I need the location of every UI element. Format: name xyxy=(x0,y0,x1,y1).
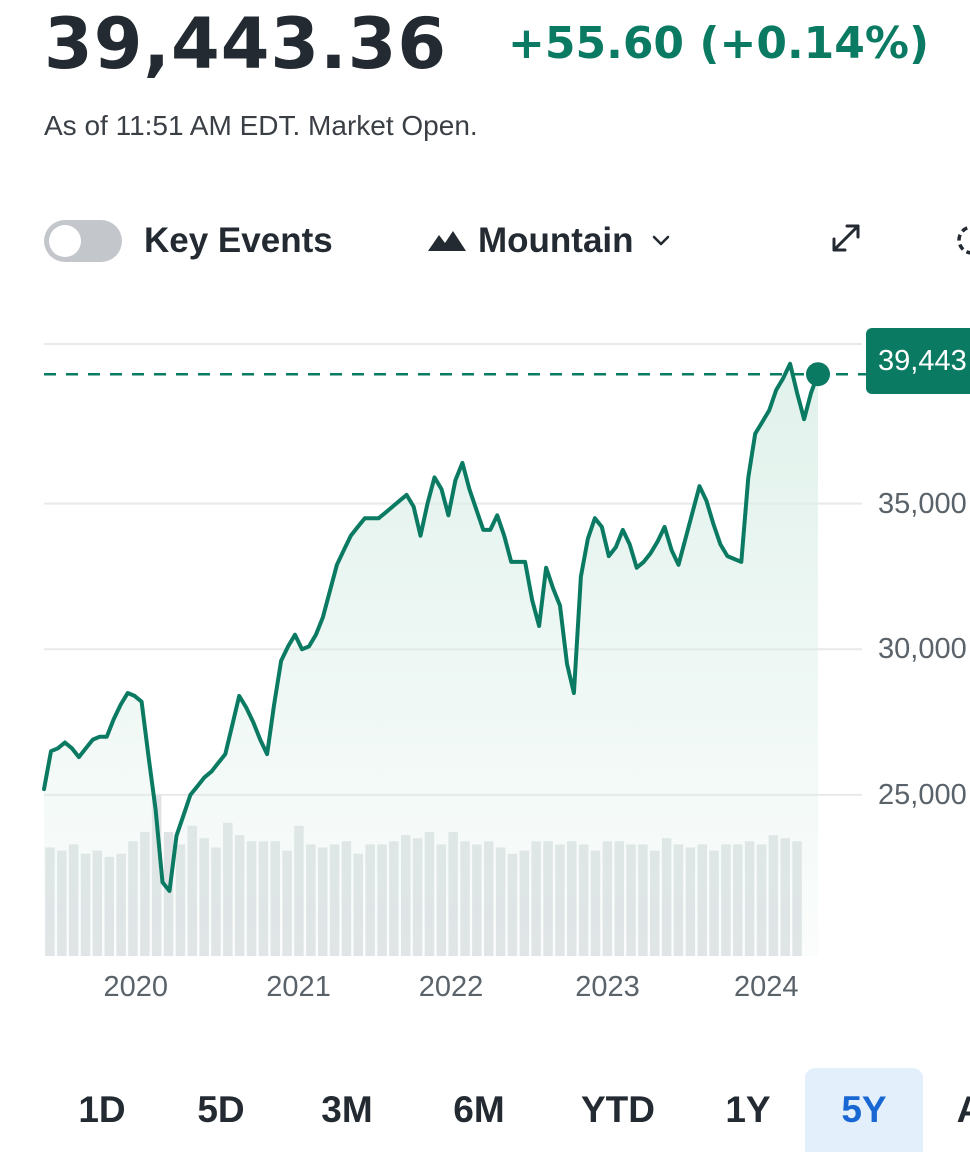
area-fill xyxy=(44,363,818,956)
current-price-tag: 39,443 xyxy=(866,328,970,394)
y-tick-label: 25,000 xyxy=(878,778,967,811)
price-chart xyxy=(42,343,866,956)
chevron-down-icon xyxy=(652,235,669,246)
key-events-toggle[interactable] xyxy=(44,220,122,262)
key-events-label[interactable]: Key Events xyxy=(144,221,333,260)
range-tab-5d[interactable]: 5D xyxy=(197,1089,245,1130)
toggle-knob xyxy=(49,225,81,257)
price: 39,443.36 xyxy=(44,3,448,85)
x-tick-label: 2024 xyxy=(733,971,799,1003)
last-price-point xyxy=(806,362,830,387)
price-line xyxy=(42,361,820,893)
x-tick-label: 2021 xyxy=(266,971,331,1003)
y-tick-label: 35,000 xyxy=(878,487,967,520)
range-tab-5y[interactable]: 5Y xyxy=(805,1068,923,1152)
chart-type-dropdown[interactable]: Mountain xyxy=(428,218,670,264)
range-tab-6m[interactable]: 6M xyxy=(453,1089,505,1130)
range-tab-3m[interactable]: 3M xyxy=(321,1089,373,1130)
expand-icon[interactable] xyxy=(828,220,864,256)
settings-icon[interactable] xyxy=(955,222,970,258)
range-tab-1d[interactable]: 1D xyxy=(78,1089,126,1130)
x-tick-label: 2022 xyxy=(418,971,484,1003)
mountain-icon xyxy=(428,231,466,251)
chart-type-label: Mountain xyxy=(478,221,634,260)
market-status-text: As of 11:51 AM EDT. Market Open. xyxy=(44,110,478,141)
y-tick-label: 30,000 xyxy=(878,633,967,666)
x-tick-label: 2023 xyxy=(575,971,640,1003)
price-change: +55.60 (+0.14%) xyxy=(508,18,930,69)
range-tab-ytd[interactable]: YTD xyxy=(581,1089,655,1130)
x-tick-label: 2020 xyxy=(103,971,169,1003)
range-tab-a[interactable]: A xyxy=(956,1089,970,1130)
range-tab-1y[interactable]: 1Y xyxy=(725,1089,771,1130)
